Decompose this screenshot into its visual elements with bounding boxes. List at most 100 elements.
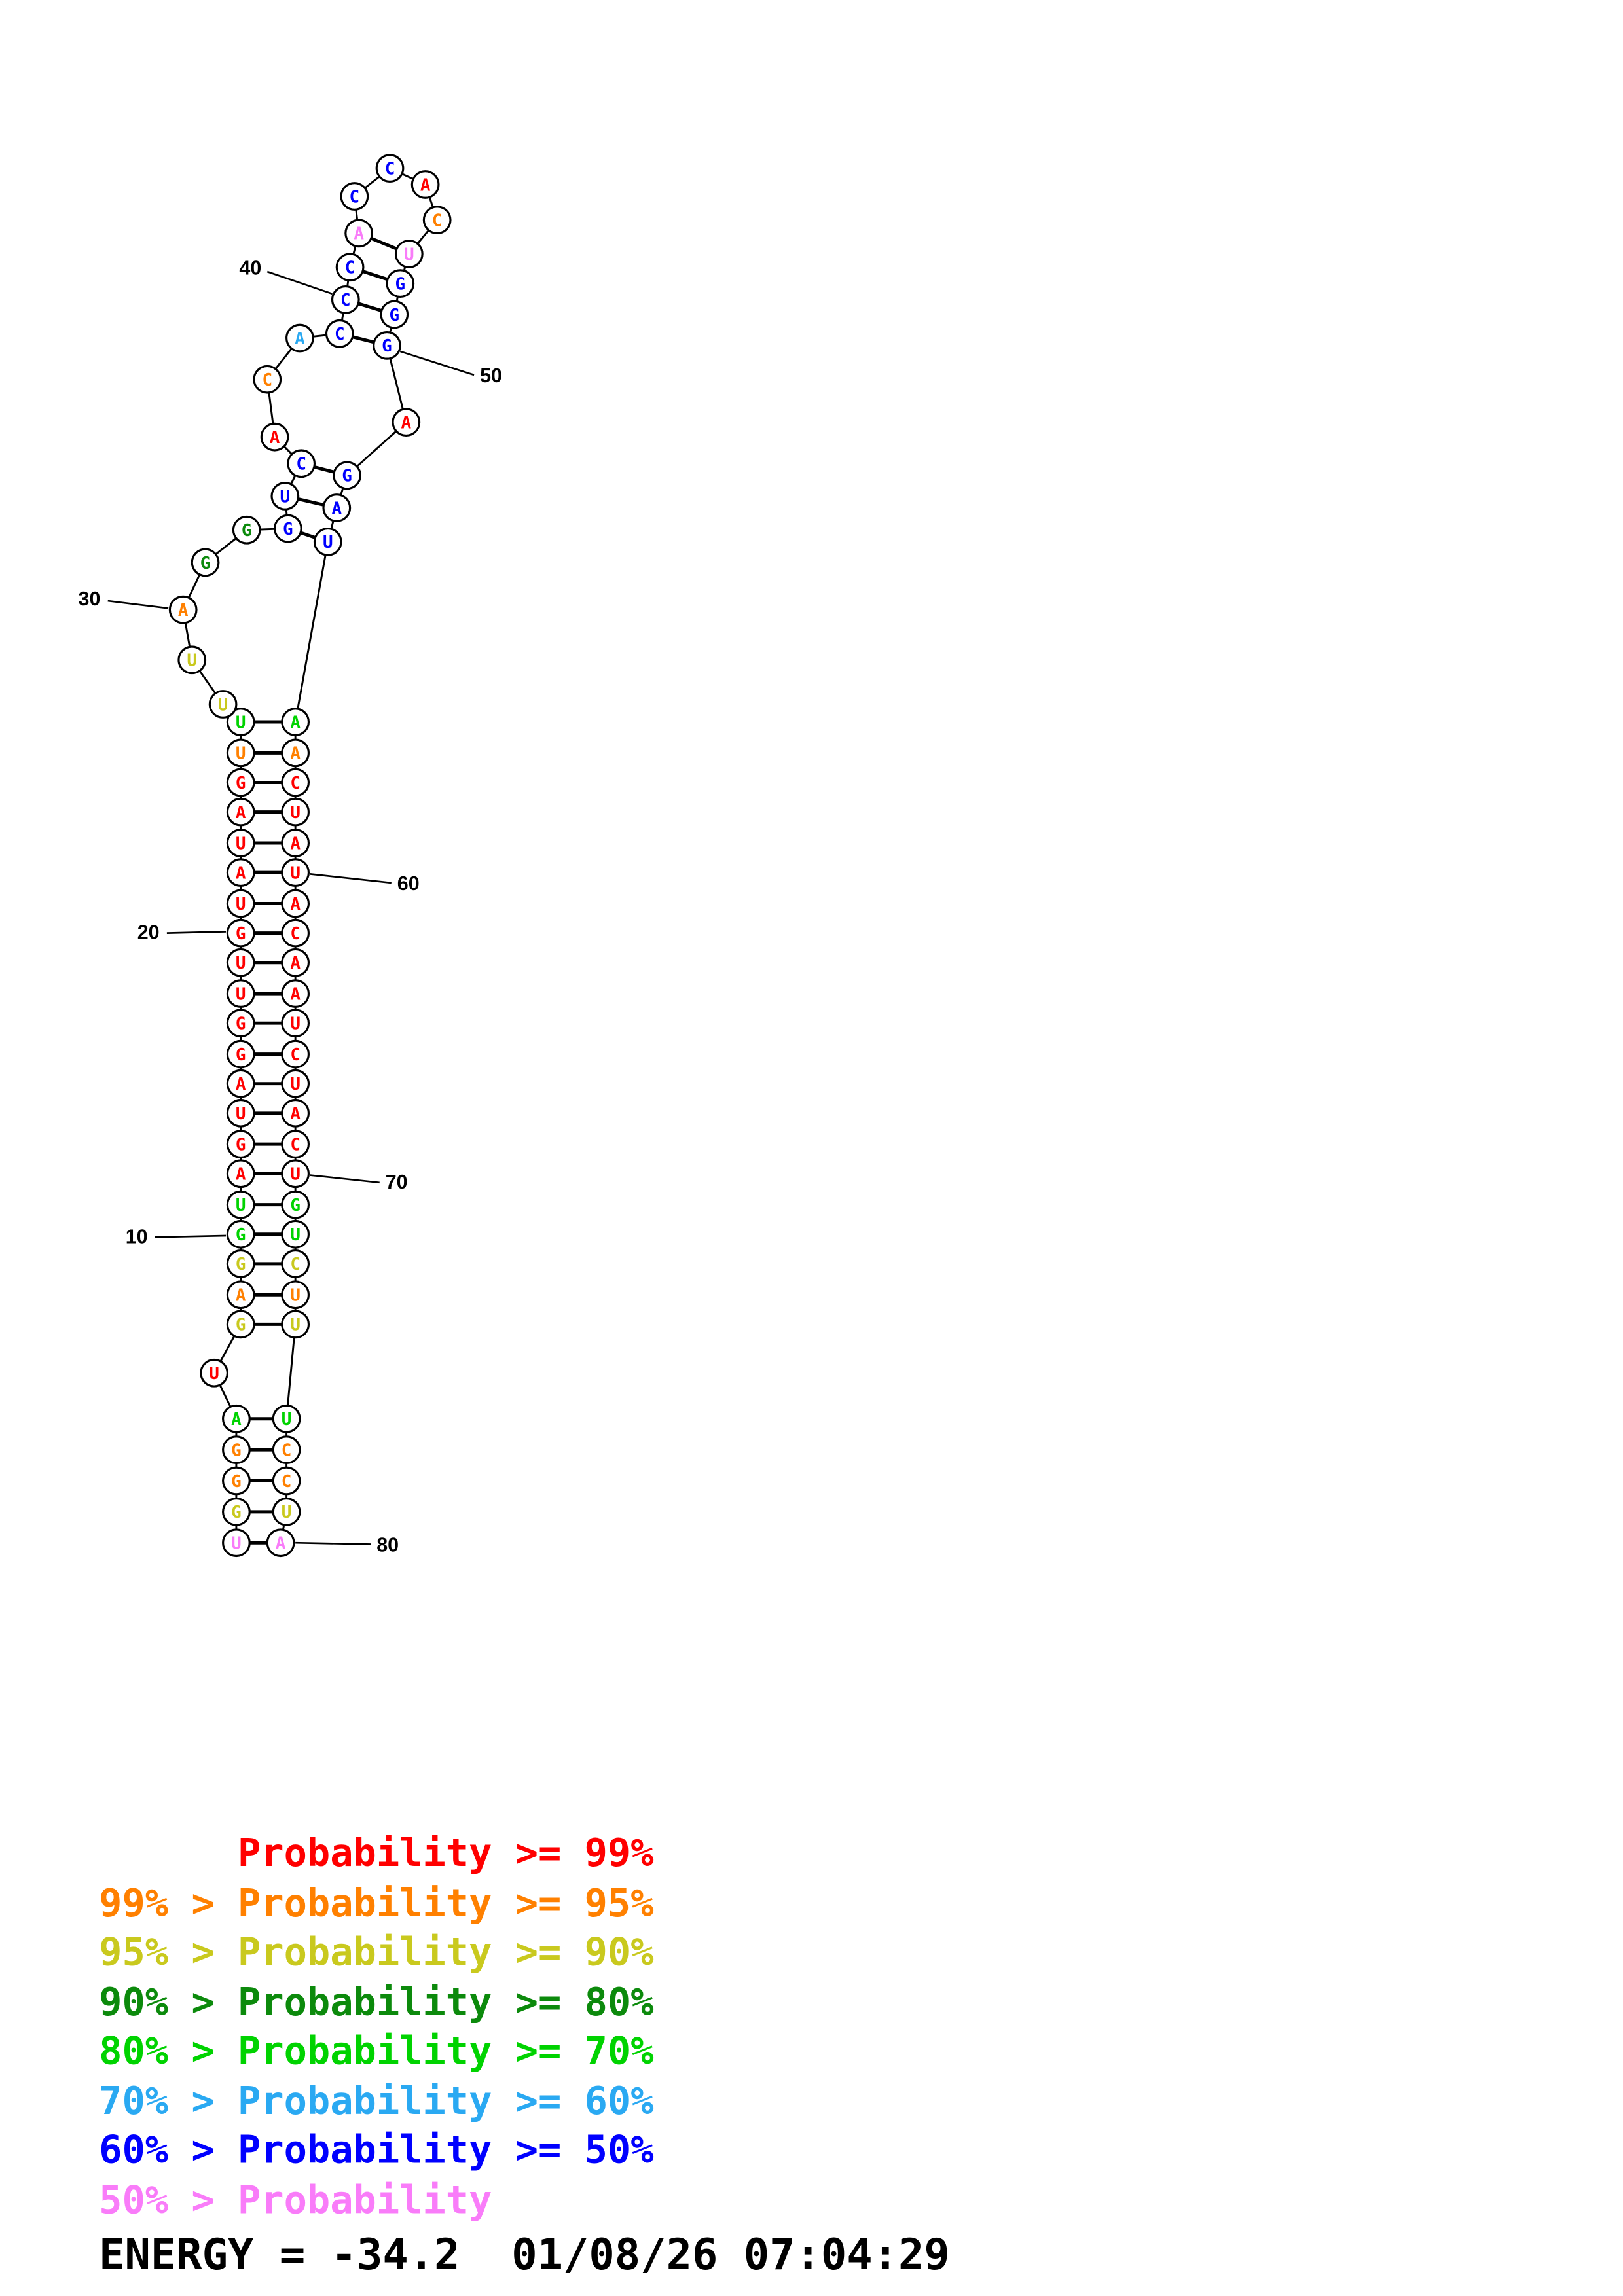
nucleotide-letter: G (236, 1136, 246, 1155)
nucleotide-letter: U (236, 1104, 246, 1124)
nucleotide-letter: U (290, 863, 301, 883)
nucleotide-letter: G (382, 336, 392, 356)
nucleotide-80: A (266, 1528, 295, 1558)
nucleotide-48: G (386, 269, 415, 298)
nucleotide-2: G (222, 1497, 251, 1526)
nucleotide-letter: G (395, 274, 405, 294)
nucleotide-72: U (281, 1219, 310, 1249)
nucleotide-64: A (281, 979, 310, 1008)
nucleotide-letter: U (236, 713, 246, 732)
nucleotide-32: G (232, 515, 261, 545)
position-label-70: 70 (386, 1171, 408, 1193)
legend-row-p70: 80% > Probability >= 70% (99, 2030, 654, 2075)
nucleotide-letter: A (290, 713, 301, 732)
nucleotide-7: G (226, 1310, 255, 1339)
nucleotide-letter: C (290, 1136, 301, 1155)
nucleotide-letter: G (342, 467, 352, 486)
nucleotide-35: C (287, 449, 316, 478)
nucleotide-36: A (260, 422, 289, 452)
nucleotide-28: U (208, 690, 238, 719)
nucleotide-43: C (340, 182, 369, 211)
legend-row-p50: 60% > Probability >= 50% (99, 2128, 654, 2174)
nucleotide-letter: U (404, 245, 414, 264)
legend-row-p80: 90% > Probability >= 80% (99, 1981, 654, 2025)
nucleotide-letter: A (354, 224, 364, 244)
nucleotide-3: G (222, 1466, 251, 1496)
nucleotide-76: U (272, 1404, 301, 1433)
nucleotide-letter: U (290, 1225, 301, 1245)
position-label-80: 80 (376, 1534, 399, 1556)
nucleotide-6: U (200, 1358, 228, 1388)
nucleotide-letter: C (282, 1441, 292, 1460)
nucleotide-67: U (281, 1069, 310, 1098)
nucleotide-12: A (226, 1159, 255, 1189)
nucleotide-63: A (281, 948, 310, 977)
nucleotide-11: U (226, 1190, 255, 1219)
nucleotide-22: A (226, 858, 255, 887)
position-label-10: 10 (126, 1225, 148, 1247)
nucleotide-letter: A (236, 1165, 246, 1185)
nucleotide-56: A (281, 738, 310, 768)
nucleotide-letter: U (282, 1410, 292, 1429)
nucleotide-78: C (272, 1466, 301, 1496)
nucleotide-letter: A (290, 834, 301, 853)
nucleotide-letter: A (290, 954, 301, 973)
nucleotide-letter: A (290, 1104, 301, 1124)
nucleotide-letter: G (236, 1045, 246, 1065)
nucleotide-68: A (281, 1098, 310, 1128)
nucleotide-letter: G (236, 1316, 246, 1335)
nucleotide-letter: U (236, 984, 246, 1004)
nucleotide-letter: A (236, 1075, 246, 1094)
nucleotide-34: U (270, 482, 300, 511)
nucleotide-71: G (281, 1190, 310, 1219)
nucleotide-letter: G (242, 521, 252, 541)
nucleotide-letter: U (290, 1165, 301, 1185)
legend-row-p90: 95% > Probability >= 90% (99, 1931, 654, 1976)
nucleotide-73: C (281, 1249, 310, 1278)
nucleotide-letter: U (236, 954, 246, 973)
nucleotide-letter: U (280, 487, 291, 507)
nucleotide-letter: A (236, 1286, 246, 1306)
nucleotide-31: G (191, 548, 220, 577)
nucleotide-18: U (226, 979, 255, 1008)
nucleotide-15: A (226, 1069, 255, 1098)
nucleotide-45: A (410, 170, 440, 199)
nucleotide-69: C (281, 1130, 310, 1159)
nucleotide-letter: U (290, 1014, 301, 1034)
nucleotide-letter: A (231, 1410, 242, 1429)
nucleotide-letter: U (236, 744, 246, 764)
position-label-50: 50 (480, 365, 502, 387)
nucleotide-letter: G (283, 520, 293, 539)
nucleotide-letter: C (296, 455, 306, 475)
nucleotide-letter: A (401, 413, 412, 433)
nucleotide-50: G (373, 331, 401, 360)
nucleotide-54: U (313, 527, 342, 556)
nucleotide-60: U (281, 858, 310, 887)
nucleotide-59: A (281, 829, 310, 857)
nucleotide-58: U (281, 797, 310, 827)
nucleotide-letter: G (236, 1255, 246, 1274)
nucleotide-letter: U (282, 1503, 292, 1522)
nucleotide-letter: C (385, 159, 395, 179)
nucleotide-17: G (226, 1009, 255, 1038)
nucleotide-52: G (333, 461, 361, 490)
nucleotide-letter: A (331, 499, 342, 518)
nucleotide-letter: U (236, 834, 246, 853)
nucleotide-77: C (272, 1435, 301, 1464)
nucleotide-letter: U (290, 1316, 301, 1335)
nucleotide-letter: A (290, 984, 301, 1004)
nucleotide-66: C (281, 1039, 310, 1069)
nucleotide-24: A (226, 797, 255, 827)
nucleotide-letter: G (231, 1472, 242, 1492)
nucleotide-letter: A (276, 1534, 286, 1554)
nucleotide-letter: U (236, 895, 246, 914)
nucleotide-letter: G (236, 1225, 246, 1245)
nucleotide-letter: G (236, 924, 246, 944)
position-labels: 10 20 30 40 50 60 70 80 (79, 257, 502, 1556)
nucleotide-letter: A (178, 601, 189, 620)
nucleotide-letter: U (187, 651, 197, 671)
nucleotide-letter: G (389, 306, 399, 325)
nucleotide-13: G (226, 1130, 255, 1159)
legend-row-p95: 99% > Probability >= 95% (99, 1881, 654, 1926)
